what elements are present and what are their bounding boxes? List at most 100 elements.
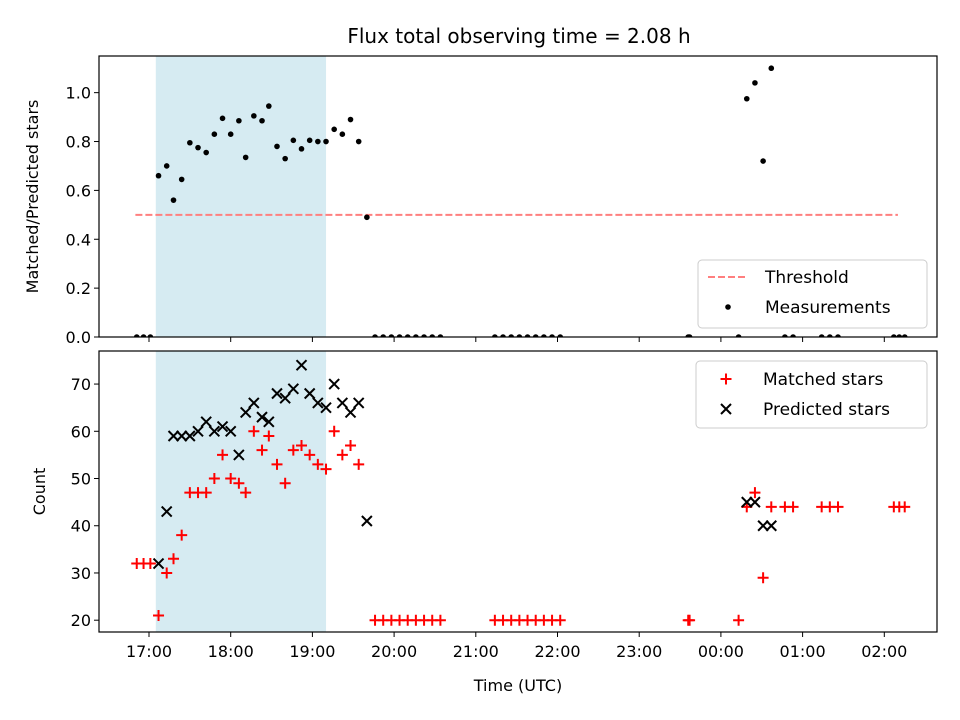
measurement-point [492,334,498,337]
legend-box [695,360,928,429]
panel-1: 0.0 0.2 0.4 0.6 0.8 1.0 Matched/Predicted star… [23,55,938,347]
legend-threshold-label: Threshold [764,268,849,288]
y-tick-label: 1.0 [66,84,91,103]
measurement-point [500,334,506,337]
measurement-point [274,143,280,150]
matched-star-point [153,609,165,621]
x-tick-label: 23:00 [616,642,662,661]
predicted-star-point [175,430,188,442]
panel-2: 20 30 40 50 60 70 Count 17:00 18:00 19:00 20:00 21:… [30,350,938,695]
predicted-star-point [239,406,252,419]
matched-star-point [176,529,188,541]
matched-star-point [328,425,340,437]
predicted-star-point [152,557,165,570]
predicted-star-point [184,430,196,442]
matched-star-point [225,473,237,485]
measurement-point [508,334,515,337]
y-tick-label: 0.8 [66,133,91,152]
predicted-star-point [344,406,357,419]
predicted-star-point [303,387,316,400]
x-tick-label: 17:00 [126,642,172,661]
x-tick-label: 20:00 [371,642,417,661]
measurement-point [421,334,427,337]
measurement-point [743,95,750,102]
matched-star-point [200,487,212,499]
matched-star-point [296,439,308,451]
predicted-star-point [248,397,260,409]
measurement-point [227,131,234,137]
y-tick-label: 50 [71,470,91,489]
matched-star-point [320,463,332,475]
predicted-star-point [757,520,769,532]
y-axis-label: Matched/Predicted stars [23,100,42,294]
measurement-point [355,138,362,145]
measurement-point [827,334,833,337]
measurement-point [323,138,329,145]
y-tick-label: 0.2 [66,279,91,298]
measurement-point [901,334,908,337]
measurement-point [364,214,370,221]
predicted-star-point [224,425,237,437]
axes-frame [98,55,938,338]
matched-star-point [684,614,696,626]
measurement-point [735,334,742,337]
matched-star-point [144,558,156,570]
measurement-point [782,334,788,337]
y-tick-label: 70 [71,375,91,394]
measurement-point [541,334,547,337]
plot-area [133,65,908,337]
predicted-star-point [361,515,373,527]
matched-star-point [832,501,844,513]
measurement-point [516,334,523,337]
measurement-point [147,334,154,337]
y-tick-label: 20 [71,611,91,630]
measurement-point [396,334,403,337]
predicted-star-point [328,378,340,390]
measurement-point [896,334,903,337]
measurement-point [266,103,272,109]
matched-star-point [263,430,275,442]
x-tick-label: 00:00 [698,642,744,661]
predicted-star-point [256,411,268,423]
measurement-point [557,334,564,337]
x-tick-label: 22:00 [534,642,580,661]
legend-measurements-swatch [725,304,731,310]
measurement-point [282,155,288,162]
measurement-point [155,172,162,179]
measurement-point [290,137,297,144]
matched-star-point [304,449,316,461]
measurement-point [178,176,185,183]
plot-layer: 0.0 0.2 0.4 0.6 0.8 1.0 Matched/Predicted star… [23,55,938,695]
predicted-star-point [287,383,300,395]
measurement-point [298,146,305,152]
predicted-star-point [320,401,332,414]
measurement-point [242,154,249,161]
matched-star-point [217,449,229,461]
predicted-star-point [765,520,777,532]
predicted-star-point [279,392,291,404]
matched-star-point [240,487,252,499]
measurement-point [891,334,897,337]
measurement-point [339,131,346,137]
legend-box [697,259,928,329]
measurement-point [752,80,758,86]
predicted-star-point [312,397,324,409]
measurement-point [404,334,411,337]
measurement-point [429,334,436,337]
matched-star-point [554,614,566,626]
matched-star-point [733,614,745,626]
measurement-point [236,117,242,124]
predicted-star-point [295,359,308,371]
measurement-point [187,139,193,146]
predicted-star-point [160,505,173,518]
predicted-star-point [263,416,275,428]
measurement-point [549,334,555,337]
measurement-point [211,131,218,137]
legend-series-label: Matched stars [763,370,883,390]
legend-series-label: Predicted stars [763,400,890,420]
predicted-star-point [352,397,365,409]
chart-title: Flux total observing time = 2.08 h [347,24,690,48]
matched-star-point [434,614,446,626]
measurement-point [203,149,209,156]
measurement-point [251,113,257,119]
